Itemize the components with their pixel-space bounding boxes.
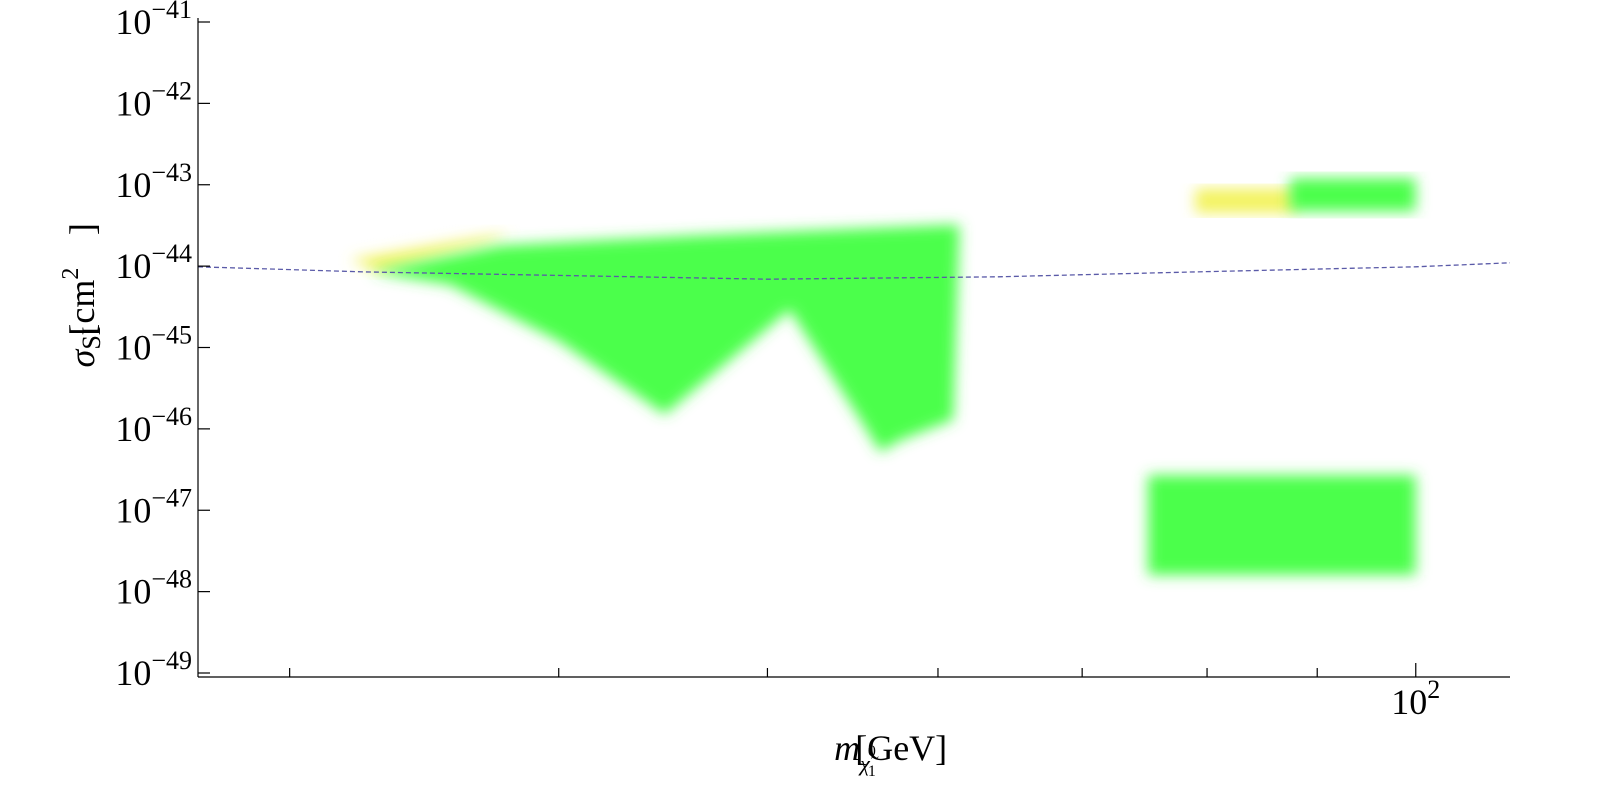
y-tick-label: 10−45 xyxy=(115,320,192,367)
x-axis-label: mχ̃10 [GeV] xyxy=(834,728,947,779)
y-tick-label: 10−48 xyxy=(115,565,192,612)
limit-curve xyxy=(197,262,1511,280)
data-region xyxy=(350,232,511,272)
y-axis-label: σSI [cm2] xyxy=(58,223,106,367)
y-tick-label: 10−46 xyxy=(115,402,192,449)
y-tick-label: 10−41 xyxy=(115,0,192,42)
data-region xyxy=(1147,475,1416,575)
y-tick-label: 10−49 xyxy=(115,646,192,693)
x-tick-label: 102 xyxy=(1391,675,1440,722)
y-tick-label: 10−42 xyxy=(115,76,192,123)
y-tick-label: 10−43 xyxy=(115,158,192,205)
data-region xyxy=(1195,188,1297,213)
plot-area xyxy=(197,178,1511,575)
y-tick-label: 10−47 xyxy=(115,483,192,530)
y-tick-label: 10−44 xyxy=(115,239,192,286)
data-region xyxy=(370,225,960,452)
data-region xyxy=(1289,178,1416,212)
